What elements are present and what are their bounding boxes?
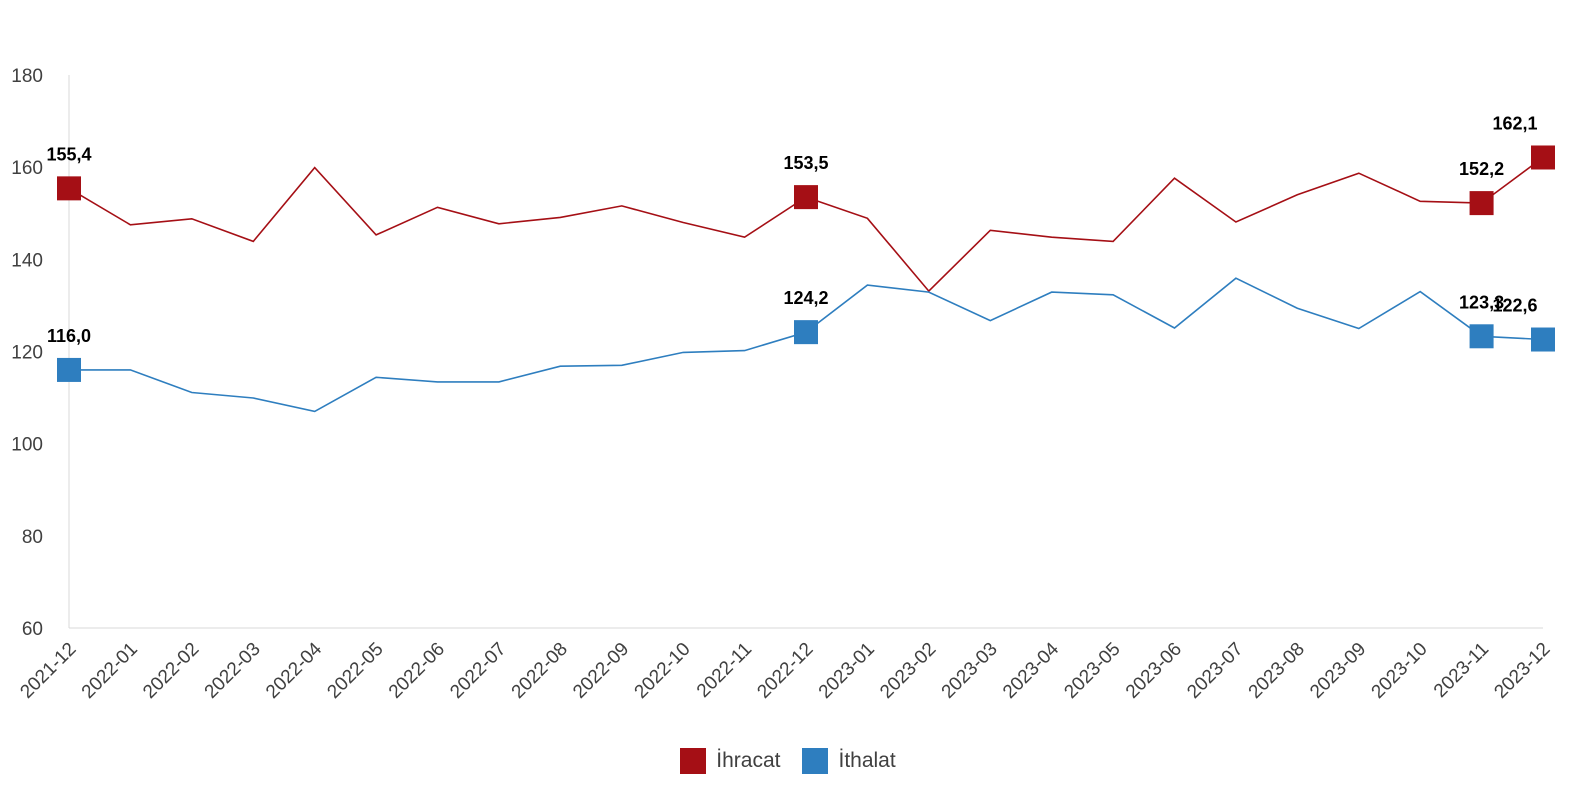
x-tick-label: 2022-05 — [323, 639, 387, 703]
marker-ihracat — [57, 176, 81, 201]
data-label-ithalat: 122,6 — [1492, 296, 1537, 316]
x-tick-label: 2022-11 — [693, 639, 756, 702]
x-tick-label: 2022-06 — [385, 639, 449, 703]
legend-swatch-ithalat — [802, 748, 829, 774]
x-tick-label: 2022-12 — [753, 639, 817, 703]
x-tick-label: 2022-03 — [201, 639, 265, 703]
y-tick-label: 180 — [11, 66, 43, 87]
legend-label-ithalat: İthalat — [838, 749, 896, 772]
y-tick-label: 120 — [11, 343, 43, 364]
data-label-ithalat: 124,2 — [783, 288, 828, 308]
x-tick-label: 2023-02 — [876, 639, 940, 703]
x-tick-labels: 2021-122022-012022-022022-032022-042022-… — [16, 638, 1554, 702]
x-tick-label: 2023-05 — [1060, 639, 1124, 703]
data-label-ihracat: 153,5 — [783, 153, 828, 173]
x-tick-label: 2023-12 — [1490, 639, 1554, 703]
x-tick-label: 2021-12 — [16, 639, 80, 703]
marker-ihracat — [794, 185, 818, 210]
legend: İhracat İthalat — [0, 748, 1576, 774]
data-label-ihracat: 152,2 — [1459, 159, 1504, 179]
x-tick-label: 2022-04 — [262, 638, 326, 702]
y-tick-label: 160 — [11, 158, 43, 179]
data-label-ithalat: 116,0 — [47, 326, 91, 346]
x-tick-label: 2022-08 — [508, 639, 572, 703]
x-tick-label: 2023-01 — [815, 639, 879, 703]
x-tick-label: 2022-01 — [78, 639, 142, 703]
data-label-ihracat: 155,4 — [46, 144, 91, 164]
x-tick-label: 2023-09 — [1306, 639, 1370, 703]
x-tick-label: 2022-02 — [139, 639, 203, 703]
legend-item-ithalat[interactable]: İthalat — [802, 748, 896, 774]
x-tick-label: 2023-06 — [1122, 639, 1186, 703]
series-layer — [57, 145, 1555, 413]
legend-label-ihracat: İhracat — [716, 749, 781, 772]
data-label-ihracat: 162,1 — [1492, 113, 1537, 133]
data-label-ithalat: 123,3 — [1459, 292, 1504, 312]
y-tick-label: 100 — [11, 435, 43, 456]
marker-ihracat — [1469, 191, 1494, 216]
y-tick-label: 60 — [22, 619, 43, 640]
x-tick-label: 2023-07 — [1183, 639, 1247, 703]
legend-item-ihracat[interactable]: İhracat — [680, 748, 780, 774]
x-tick-label: 2023-04 — [999, 638, 1063, 702]
marker-ithalat — [1469, 324, 1494, 349]
x-tick-label: 2023-11 — [1430, 639, 1493, 702]
legend-swatch-ihracat — [680, 748, 707, 774]
x-tick-label: 2023-08 — [1245, 639, 1309, 703]
marker-ithalat — [57, 357, 81, 382]
x-tick-label: 2022-10 — [631, 639, 695, 703]
marker-ihracat — [1531, 145, 1555, 170]
series-line-ihracat — [68, 156, 1544, 293]
x-tick-label: 2023-10 — [1368, 639, 1432, 703]
y-tick-label: 140 — [11, 250, 43, 271]
x-tick-label: 2022-09 — [569, 639, 633, 703]
y-tick-label: 80 — [22, 527, 43, 548]
x-tick-label: 2023-03 — [938, 639, 1002, 703]
y-tick-labels: 60 80 100 120 140 160 180 — [11, 66, 43, 640]
marker-ithalat — [794, 320, 818, 345]
x-tick-label: 2022-07 — [446, 639, 510, 703]
marker-ithalat — [1531, 327, 1555, 352]
